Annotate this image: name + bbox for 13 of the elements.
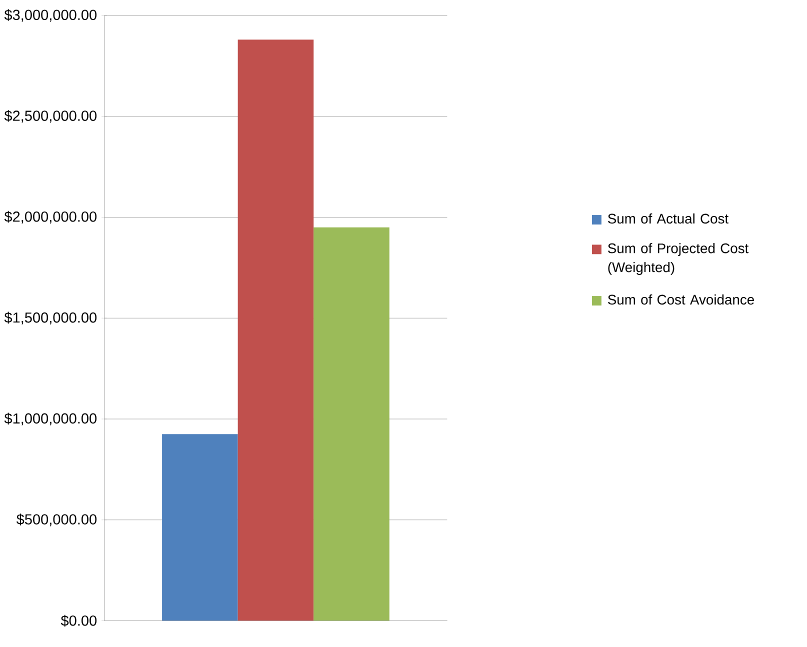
y-tick-label: $2,000,000.00 — [4, 210, 97, 224]
bar — [238, 40, 314, 621]
legend-label: Sum of Actual Cost — [608, 213, 728, 224]
legend-label: Sum of Projected Cost (Weighted) — [608, 243, 749, 275]
bar — [314, 227, 390, 621]
bar — [162, 434, 238, 621]
y-tick-label: $3,000,000.00 — [4, 9, 97, 22]
y-tick-label: $1,500,000.00 — [4, 312, 97, 324]
y-tick-label: $1,000,000.00 — [4, 412, 97, 426]
y-tick-label: $2,500,000.00 — [4, 110, 97, 123]
y-tick-label: $0.00 — [60, 614, 97, 627]
y-tick-label: $500,000.00 — [16, 514, 97, 526]
legend-label: Sum of Cost Avoidance — [608, 294, 754, 305]
